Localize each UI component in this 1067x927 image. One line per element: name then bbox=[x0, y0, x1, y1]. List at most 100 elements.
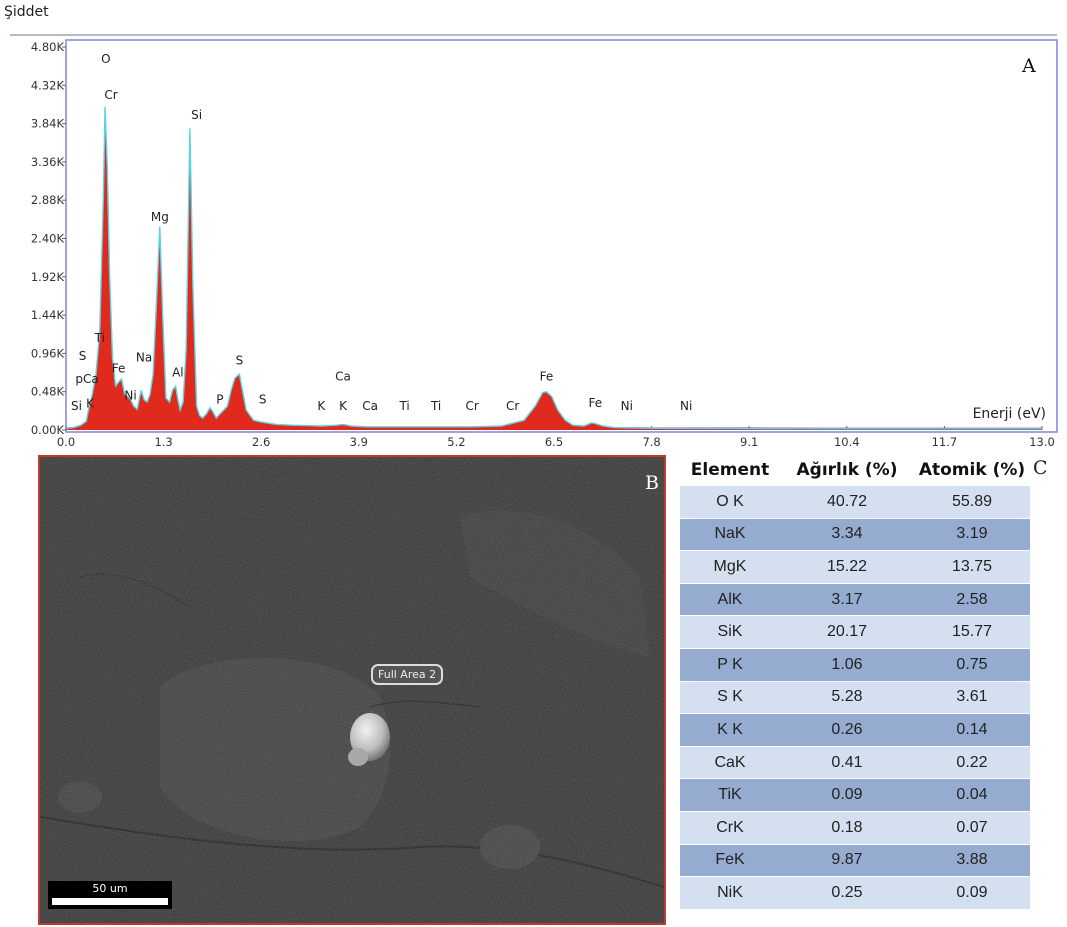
cell-element: TiK bbox=[680, 778, 780, 812]
cell-atomic: 15.77 bbox=[914, 615, 1030, 649]
cell-weight: 40.72 bbox=[780, 485, 914, 519]
cell-weight: 0.09 bbox=[780, 778, 914, 812]
table-row: CaK 0.41 0.22 bbox=[680, 745, 1030, 779]
y-axis-label: Şiddet bbox=[4, 4, 49, 20]
peak-label: Cr bbox=[506, 399, 519, 413]
panel-letter-b: B bbox=[645, 472, 659, 494]
x-axis-label: Enerji (eV) bbox=[973, 406, 1046, 422]
particle bbox=[348, 713, 390, 766]
cell-atomic: 13.75 bbox=[914, 550, 1030, 584]
y-tick-label: 0.48K bbox=[31, 385, 65, 399]
cell-element: S K bbox=[680, 680, 780, 714]
table-row: FeK 9.87 3.88 bbox=[680, 843, 1030, 877]
table-row: P K 1.06 0.75 bbox=[680, 647, 1030, 682]
cell-element: CaK bbox=[680, 745, 780, 779]
peak-label: Ti bbox=[430, 399, 441, 413]
peak-label: K bbox=[317, 399, 326, 413]
spectrum-fill bbox=[66, 106, 1042, 431]
peak-label: Fe bbox=[112, 362, 126, 376]
y-tick-label: 4.80K bbox=[31, 40, 65, 54]
spectrum-outline bbox=[65, 106, 1042, 430]
header-atomic: Atomik (%) bbox=[918, 460, 1026, 480]
peak-label: Ni bbox=[621, 399, 633, 413]
cell-element: NaK bbox=[680, 517, 780, 551]
peak-label: Ni bbox=[680, 399, 692, 413]
y-tick-label: 4.32K bbox=[31, 78, 65, 92]
peak-label: Fe bbox=[588, 396, 602, 410]
cell-element: SiK bbox=[680, 615, 780, 649]
y-tick-label: 0.96K bbox=[31, 346, 65, 360]
cell-atomic: 2.58 bbox=[914, 582, 1030, 616]
cell-element: MgK bbox=[680, 550, 780, 584]
panel-letter-a: A bbox=[1021, 55, 1036, 77]
x-tick-label: 7.8 bbox=[642, 435, 660, 449]
y-tick-label: 1.92K bbox=[31, 270, 65, 284]
cell-weight: 5.28 bbox=[780, 680, 914, 714]
table-row: SiK 20.17 15.77 bbox=[680, 615, 1030, 649]
table-row: NiK 0.25 0.09 bbox=[680, 876, 1030, 909]
peak-label: S bbox=[236, 354, 244, 368]
y-tick-label: 2.88K bbox=[31, 193, 65, 207]
y-tick-label: 2.40K bbox=[31, 232, 65, 246]
y-tick-label: 3.36K bbox=[31, 155, 65, 169]
peak-label: Ca bbox=[362, 399, 378, 413]
cell-weight: 20.17 bbox=[780, 615, 914, 649]
table-row: MgK 15.22 13.75 bbox=[680, 550, 1030, 584]
composition-table: Element Ağırlık (%) Atomik (%) O K 40.72 5… bbox=[680, 455, 1030, 909]
eds-spectrum-chart: 0.00K 0.48K 0.96K 1.44K 1.92K 2.40K 2.88K 3.36K… bbox=[31, 39, 1058, 449]
scale-bar: 50 um bbox=[48, 881, 172, 909]
y-tick-label: 3.84K bbox=[31, 117, 65, 131]
cell-weight: 0.26 bbox=[780, 713, 914, 747]
cell-atomic: 0.04 bbox=[914, 778, 1030, 812]
x-tick-label: 11.7 bbox=[932, 435, 958, 449]
peak-label: K bbox=[86, 397, 95, 411]
peak-label: K bbox=[339, 399, 348, 413]
peak-label: pCa bbox=[75, 372, 98, 386]
peak-label: Si bbox=[191, 108, 202, 122]
cell-atomic: 0.09 bbox=[914, 876, 1030, 909]
peak-label: P bbox=[216, 393, 223, 407]
x-tick-label: 0.0 bbox=[57, 435, 75, 449]
table-row: CrK 0.18 0.07 bbox=[680, 810, 1030, 845]
peak-label: Si bbox=[71, 399, 82, 413]
table-row: O K 40.72 55.89 bbox=[680, 485, 1030, 519]
cell-atomic: 3.19 bbox=[914, 517, 1030, 551]
cell-element: K K bbox=[680, 713, 780, 747]
area-label: Full Area 2 bbox=[371, 664, 444, 685]
peak-label: Ti bbox=[398, 399, 409, 413]
sem-image-panel: Full Area 2 50 um bbox=[38, 455, 666, 925]
table-row: K K 0.26 0.14 bbox=[680, 713, 1030, 747]
table-row: AlK 3.17 2.58 bbox=[680, 582, 1030, 616]
peak-label: Mg bbox=[151, 210, 169, 224]
cell-atomic: 0.75 bbox=[914, 647, 1030, 682]
sem-micrograph bbox=[40, 457, 664, 923]
peak-label: S bbox=[259, 393, 267, 407]
cell-weight: 0.18 bbox=[780, 810, 914, 845]
peak-label: Ti bbox=[94, 331, 105, 345]
cell-atomic: 0.22 bbox=[914, 745, 1030, 779]
header-weight: Ağırlık (%) bbox=[796, 460, 898, 480]
table-row: S K 5.28 3.61 bbox=[680, 680, 1030, 714]
cell-atomic: 3.88 bbox=[914, 843, 1030, 877]
y-tick-label: 0.00K bbox=[31, 423, 65, 437]
peak-label: O bbox=[101, 52, 110, 66]
cell-element: O K bbox=[680, 485, 780, 519]
cell-element: CrK bbox=[680, 810, 780, 845]
cell-weight: 1.06 bbox=[780, 647, 914, 682]
cell-element: NiK bbox=[680, 876, 780, 909]
peak-label: Cr bbox=[466, 399, 479, 413]
cell-element: FeK bbox=[680, 843, 780, 877]
table-row: TiK 0.09 0.04 bbox=[680, 778, 1030, 812]
header-element: Element bbox=[690, 460, 770, 480]
cell-weight: 15.22 bbox=[780, 550, 914, 584]
table-header-row: Element Ağırlık (%) Atomik (%) bbox=[680, 455, 1030, 486]
top-divider bbox=[10, 34, 1057, 36]
cell-atomic: 0.14 bbox=[914, 713, 1030, 747]
peak-label: Ni bbox=[124, 389, 136, 403]
cell-weight: 0.25 bbox=[780, 876, 914, 909]
peak-label: Al bbox=[172, 366, 184, 380]
peak-label: Ca bbox=[335, 370, 351, 384]
y-ticks: 0.00K 0.48K 0.96K 1.44K 1.92K 2.40K 2.88K 3.36K… bbox=[31, 40, 66, 437]
peak-label: Fe bbox=[540, 370, 554, 384]
